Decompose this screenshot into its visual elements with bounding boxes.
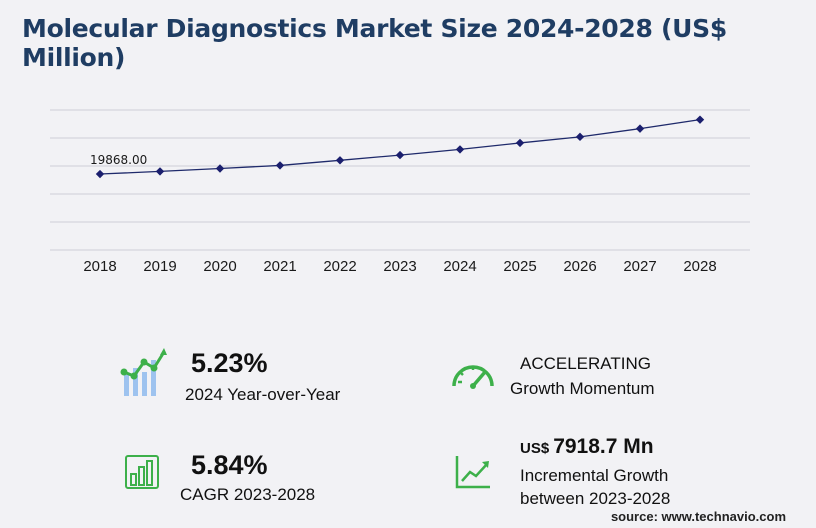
x-tick-label: 2026: [563, 258, 596, 275]
trend-up-icon: [455, 456, 490, 489]
yoy-label: 2024 Year-over-Year: [185, 385, 341, 404]
data-point: [515, 138, 525, 148]
x-tick-label: 2023: [383, 258, 416, 275]
data-point: [635, 124, 645, 133]
x-tick-label: 2025: [503, 258, 536, 275]
x-tick-label: 2028: [683, 258, 716, 275]
incremental-label-1: Incremental Growth: [520, 466, 669, 485]
speedometer-icon: [452, 365, 494, 389]
momentum-line1: ACCELERATING: [520, 354, 651, 373]
incremental-value: US$ 7918.7 Mn: [520, 434, 654, 462]
incremental-label-2: between 2023-2028: [520, 489, 671, 508]
bar-line-growth-icon: [120, 348, 167, 396]
data-point: [335, 156, 345, 165]
yoy-value: 5.23%: [191, 348, 268, 378]
data-point: [695, 115, 705, 124]
cagr-label: CAGR 2023-2028: [180, 485, 316, 504]
momentum-line2: Growth Momentum: [510, 379, 655, 398]
data-point: [155, 167, 165, 176]
stats-panel: 5.23% 2024 Year-over-Year ACCELERATING G…: [30, 330, 798, 510]
data-point: [395, 150, 405, 160]
data-point: [455, 145, 465, 154]
cagr-value: 5.84%: [191, 450, 268, 480]
data-point: [215, 164, 225, 173]
x-tick-label: 2020: [203, 258, 236, 275]
x-tick-label: 2024: [443, 258, 476, 275]
x-tick-label: 2027: [623, 258, 656, 275]
data-label: 19868.00: [90, 153, 147, 167]
data-point: [575, 132, 585, 142]
line-chart: 2018 2019 2020 2021 2022 2023 2024 2025 2026 2027…: [50, 109, 750, 275]
x-tick-label: 2021: [263, 258, 296, 275]
bar-chart-icon: [125, 455, 159, 489]
x-tick-label: 2019: [143, 258, 176, 275]
currency-label: US$: [520, 440, 550, 457]
page-title: Molecular Diagnostics Market Size 2024-2…: [22, 14, 727, 72]
source-credit: source: www.technavio.com: [610, 509, 786, 524]
x-tick-label: 2022: [323, 258, 356, 275]
x-tick-label: 2018: [83, 258, 116, 275]
data-point: [95, 169, 105, 179]
incremental-amount: 7918.7 Mn: [553, 435, 654, 458]
data-point: [275, 161, 285, 170]
